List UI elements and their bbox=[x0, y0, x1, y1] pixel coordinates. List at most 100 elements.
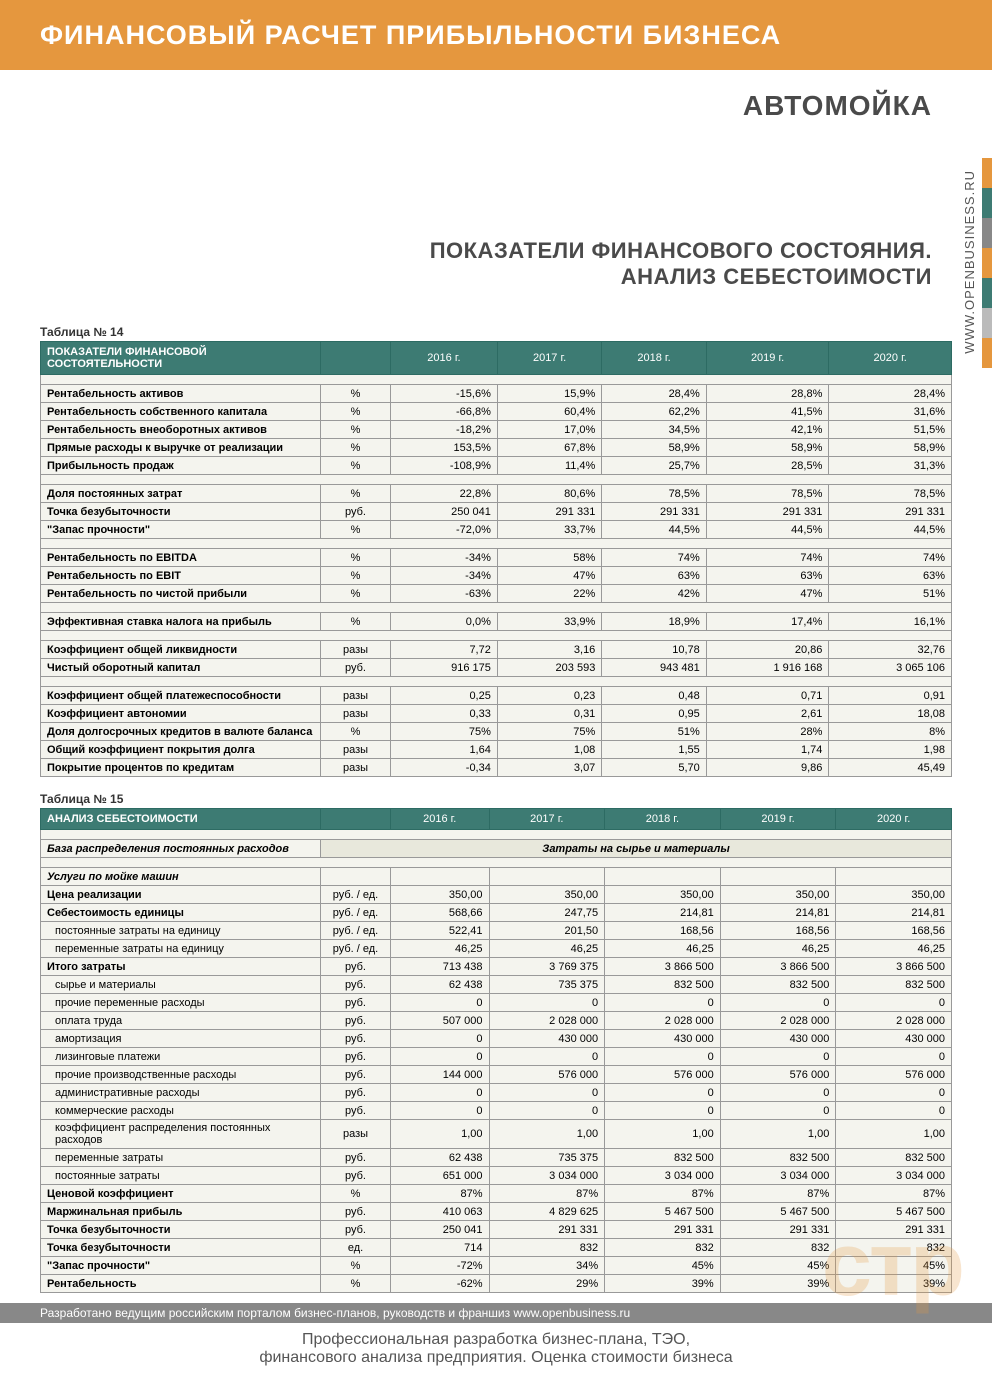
row-value: 3 065 106 bbox=[829, 659, 952, 677]
row-value: 3 034 000 bbox=[720, 1167, 836, 1185]
subheader: АВТОМОЙКА ПОКАЗАТЕЛИ ФИНАНСОВОГО СОСТОЯН… bbox=[0, 70, 992, 290]
row-value: 0 bbox=[391, 994, 490, 1012]
row-value: 47% bbox=[706, 585, 829, 603]
row-value: 22,8% bbox=[391, 485, 498, 503]
row-label: Маржинальная прибыль bbox=[41, 1203, 321, 1221]
table-row: административные расходыруб.00000 bbox=[41, 1084, 952, 1102]
row-unit: руб. bbox=[321, 1012, 391, 1030]
unit-header bbox=[321, 342, 391, 375]
row-value: 3,16 bbox=[497, 641, 601, 659]
table-row: Общий коэффициент покрытия долгаразы1,64… bbox=[41, 741, 952, 759]
row-label: "Запас прочности" bbox=[41, 521, 321, 539]
row-label: Себестоимость единицы bbox=[41, 904, 321, 922]
table-row: лизинговые платежируб.00000 bbox=[41, 1048, 952, 1066]
row-value: 63% bbox=[706, 567, 829, 585]
row-value: 63% bbox=[602, 567, 706, 585]
row-unit: % bbox=[321, 403, 391, 421]
row-value: 0 bbox=[720, 1084, 836, 1102]
row-unit: руб. bbox=[321, 1221, 391, 1239]
row-label: Рентабельность собственного капитала bbox=[41, 403, 321, 421]
row-value: 62,2% bbox=[602, 403, 706, 421]
row-value: 168,56 bbox=[836, 922, 952, 940]
table-row: Точка безубыточностиед.714832832832832 bbox=[41, 1239, 952, 1257]
table-row: Рентабельность по EBIT%-34%47%63%63%63% bbox=[41, 567, 952, 585]
row-value: 7,72 bbox=[391, 641, 498, 659]
row-value: 3 866 500 bbox=[836, 958, 952, 976]
row-value: 74% bbox=[602, 549, 706, 567]
row-value: 28,4% bbox=[602, 385, 706, 403]
row-label: Покрытие процентов по кредитам bbox=[41, 759, 321, 777]
row-label: Цена реализации bbox=[41, 886, 321, 904]
base-value: Затраты на сырье и материалы bbox=[321, 840, 952, 858]
row-value: 522,41 bbox=[391, 922, 490, 940]
row-value: 350,00 bbox=[720, 886, 836, 904]
row-value: 832 bbox=[836, 1239, 952, 1257]
row-unit: % bbox=[321, 723, 391, 741]
row-value: 28,4% bbox=[829, 385, 952, 403]
row-label: Эффективная ставка налога на прибыль bbox=[41, 613, 321, 631]
row-value: 46,25 bbox=[836, 940, 952, 958]
row-value: 87% bbox=[489, 1185, 605, 1203]
row-value: 3 034 000 bbox=[836, 1167, 952, 1185]
row-value: 0 bbox=[391, 1048, 490, 1066]
row-value: 8% bbox=[829, 723, 952, 741]
table-row: Коэффициент общей платежеспособностиразы… bbox=[41, 687, 952, 705]
table-row: Рентабельность%-62%29%39%39%39% bbox=[41, 1275, 952, 1293]
row-label: переменные затраты на единицу bbox=[41, 940, 321, 958]
row-unit: разы bbox=[321, 759, 391, 777]
row-value: 0 bbox=[720, 1048, 836, 1066]
row-value: 33,9% bbox=[497, 613, 601, 631]
table-row: Рентабельность по чистой прибыли%-63%22%… bbox=[41, 585, 952, 603]
website-url-vertical: WWW.OPENBUSINESS.RU bbox=[962, 170, 977, 354]
row-value: 1,08 bbox=[497, 741, 601, 759]
row-value: 507 000 bbox=[391, 1012, 490, 1030]
row-value: 291 331 bbox=[706, 503, 829, 521]
row-value: 291 331 bbox=[836, 1221, 952, 1239]
row-value: 44,5% bbox=[706, 521, 829, 539]
section-line-2: АНАЛИЗ СЕБЕСТОИМОСТИ bbox=[430, 264, 932, 290]
row-value: 80,6% bbox=[497, 485, 601, 503]
row-value: 18,9% bbox=[602, 613, 706, 631]
row-unit: руб. bbox=[321, 976, 391, 994]
row-value: 713 438 bbox=[391, 958, 490, 976]
row-unit: руб. bbox=[321, 1203, 391, 1221]
row-value: 15,9% bbox=[497, 385, 601, 403]
row-label: постоянные затраты bbox=[41, 1167, 321, 1185]
row-value: 10,78 bbox=[602, 641, 706, 659]
row-value: 576 000 bbox=[720, 1066, 836, 1084]
row-value: -72% bbox=[391, 1257, 490, 1275]
main-title: ФИНАНСОВЫЙ РАСЧЕТ ПРИБЫЛЬНОСТИ БИЗНЕСА bbox=[40, 20, 781, 51]
row-value: 51% bbox=[829, 585, 952, 603]
table-15-title-header: АНАЛИЗ СЕБЕСТОИМОСТИ bbox=[41, 809, 321, 830]
row-value: 2 028 000 bbox=[836, 1012, 952, 1030]
row-unit: % bbox=[321, 1185, 391, 1203]
row-label: Коэффициент автономии bbox=[41, 705, 321, 723]
row-value: 250 041 bbox=[391, 1221, 490, 1239]
row-value: 0 bbox=[391, 1030, 490, 1048]
table-row: Доля долгосрочных кредитов в валюте бала… bbox=[41, 723, 952, 741]
row-value: 0 bbox=[720, 1102, 836, 1120]
row-value: 291 331 bbox=[497, 503, 601, 521]
row-label: Рентабельность bbox=[41, 1275, 321, 1293]
row-unit: руб. bbox=[321, 1048, 391, 1066]
row-label: Прибыльность продаж bbox=[41, 457, 321, 475]
row-unit: % bbox=[321, 1257, 391, 1275]
row-value: 34% bbox=[489, 1257, 605, 1275]
row-unit: разы bbox=[321, 1120, 391, 1149]
row-unit: разы bbox=[321, 687, 391, 705]
row-value: 350,00 bbox=[489, 886, 605, 904]
row-value: 153,5% bbox=[391, 439, 498, 457]
row-unit: % bbox=[321, 385, 391, 403]
row-label: коэффициент распределения постоянных рас… bbox=[41, 1120, 321, 1149]
row-value: 75% bbox=[497, 723, 601, 741]
row-unit: % bbox=[321, 549, 391, 567]
row-label: постоянные затраты на единицу bbox=[41, 922, 321, 940]
row-value: 430 000 bbox=[836, 1030, 952, 1048]
table-row: Рентабельность активов%-15,6%15,9%28,4%2… bbox=[41, 385, 952, 403]
row-value: 45% bbox=[836, 1257, 952, 1275]
row-value: 735 375 bbox=[489, 1149, 605, 1167]
row-value: 25,7% bbox=[602, 457, 706, 475]
row-value: 568,66 bbox=[391, 904, 490, 922]
row-value: 51,5% bbox=[829, 421, 952, 439]
row-value: 0 bbox=[489, 1084, 605, 1102]
